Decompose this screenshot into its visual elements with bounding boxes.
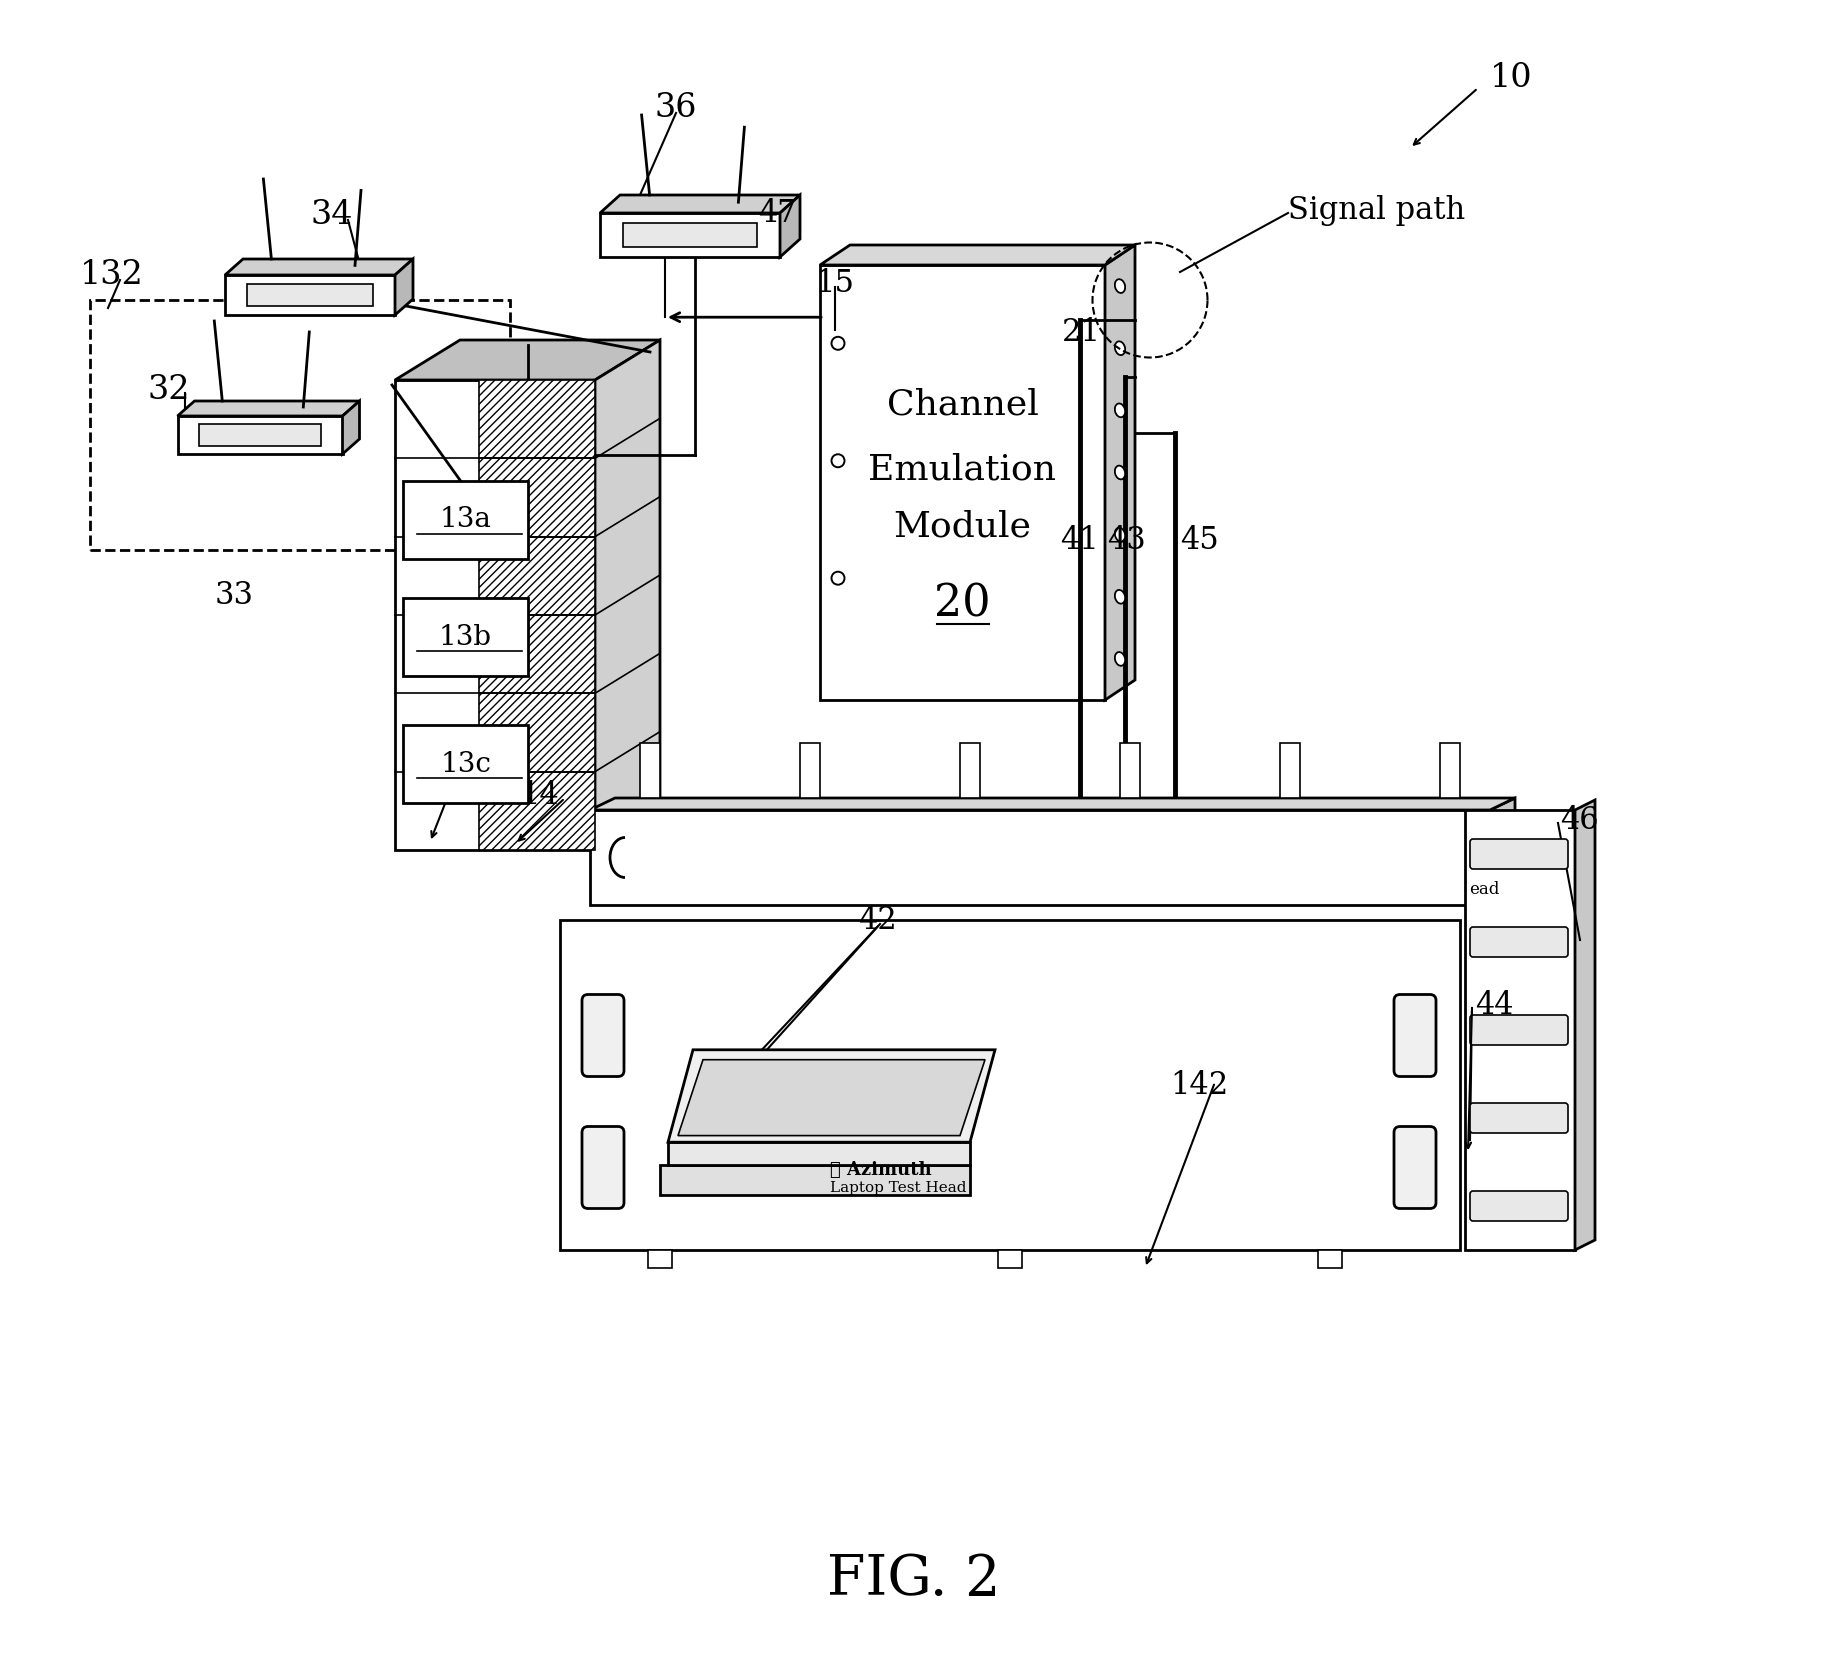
Text: 13c: 13c — [440, 750, 491, 777]
Bar — [479, 380, 596, 458]
Polygon shape — [599, 213, 780, 257]
Text: 20: 20 — [934, 583, 990, 625]
Polygon shape — [1105, 245, 1135, 700]
Text: 42: 42 — [859, 905, 897, 935]
Bar — [404, 725, 528, 803]
Polygon shape — [1491, 798, 1515, 905]
Text: Signal path: Signal path — [1288, 195, 1465, 225]
Bar — [1440, 743, 1460, 798]
Polygon shape — [225, 258, 413, 275]
Polygon shape — [342, 402, 360, 453]
Bar — [649, 1250, 672, 1269]
Text: FIG. 2: FIG. 2 — [828, 1552, 999, 1607]
Polygon shape — [1575, 800, 1595, 1250]
FancyBboxPatch shape — [1394, 995, 1436, 1077]
Bar — [590, 810, 1491, 905]
Text: 41: 41 — [1060, 525, 1098, 555]
Text: 132: 132 — [80, 258, 144, 292]
Bar — [404, 598, 528, 677]
Text: 21: 21 — [1061, 317, 1102, 347]
Text: Laptop Test Head: Laptop Test Head — [831, 1180, 966, 1195]
FancyBboxPatch shape — [1471, 1190, 1568, 1220]
Ellipse shape — [831, 337, 844, 350]
Bar — [639, 743, 660, 798]
Bar — [998, 1250, 1021, 1269]
Polygon shape — [599, 195, 800, 213]
Ellipse shape — [1114, 403, 1125, 417]
Bar — [479, 537, 596, 615]
Bar — [479, 693, 596, 772]
Polygon shape — [177, 417, 342, 453]
Polygon shape — [395, 340, 660, 380]
Ellipse shape — [1114, 590, 1125, 603]
FancyBboxPatch shape — [1471, 839, 1568, 869]
Polygon shape — [590, 798, 1515, 810]
Bar — [90, 300, 510, 550]
Bar — [1281, 743, 1301, 798]
Text: 44: 44 — [1474, 990, 1513, 1020]
Text: 34: 34 — [311, 198, 353, 232]
Ellipse shape — [1114, 528, 1125, 542]
Text: 43: 43 — [1107, 525, 1146, 555]
Text: 10: 10 — [1491, 62, 1533, 93]
Bar — [959, 743, 979, 798]
Bar — [1465, 810, 1575, 1250]
Text: 46: 46 — [1560, 805, 1599, 835]
Ellipse shape — [831, 572, 844, 585]
Text: 15: 15 — [815, 267, 853, 298]
Text: 33: 33 — [216, 580, 254, 610]
Bar — [479, 458, 596, 537]
Text: 47: 47 — [758, 197, 797, 228]
Bar — [1120, 743, 1140, 798]
Bar — [820, 265, 1105, 700]
Text: 14: 14 — [521, 780, 559, 810]
Text: 45: 45 — [1180, 525, 1219, 555]
Text: Module: Module — [893, 508, 1032, 543]
Polygon shape — [395, 258, 413, 315]
Text: ⓐ Azimuth: ⓐ Azimuth — [831, 1160, 932, 1179]
Bar — [1317, 1250, 1343, 1269]
Bar — [561, 920, 1460, 1250]
Ellipse shape — [1114, 278, 1125, 293]
Text: 36: 36 — [654, 92, 698, 123]
Bar — [660, 1165, 970, 1195]
Polygon shape — [199, 425, 322, 445]
Bar — [479, 772, 596, 850]
Bar — [800, 743, 820, 798]
Ellipse shape — [1114, 342, 1125, 355]
Polygon shape — [669, 1050, 996, 1142]
FancyBboxPatch shape — [583, 995, 625, 1077]
Text: ead: ead — [1469, 880, 1500, 899]
Text: 12: 12 — [455, 780, 493, 810]
FancyBboxPatch shape — [1471, 1015, 1568, 1045]
FancyBboxPatch shape — [1471, 1104, 1568, 1134]
Text: 11: 11 — [435, 727, 473, 757]
Text: 13a: 13a — [440, 507, 491, 533]
Text: Channel: Channel — [886, 387, 1038, 422]
Ellipse shape — [1114, 465, 1125, 480]
Ellipse shape — [1114, 652, 1125, 665]
Text: 32: 32 — [148, 373, 190, 407]
FancyBboxPatch shape — [1471, 927, 1568, 957]
Bar — [669, 1142, 970, 1165]
Polygon shape — [225, 275, 395, 315]
Polygon shape — [820, 245, 1135, 265]
Bar — [479, 615, 596, 693]
FancyBboxPatch shape — [1394, 1127, 1436, 1209]
Ellipse shape — [831, 453, 844, 467]
Polygon shape — [678, 1060, 985, 1135]
Polygon shape — [596, 340, 660, 850]
Text: 13b: 13b — [438, 623, 491, 650]
Bar — [404, 480, 528, 558]
Polygon shape — [177, 402, 360, 417]
Text: Emulation: Emulation — [868, 452, 1056, 487]
Text: 142: 142 — [1169, 1070, 1228, 1100]
Polygon shape — [780, 195, 800, 257]
Bar — [395, 380, 596, 850]
FancyBboxPatch shape — [583, 1127, 625, 1209]
Polygon shape — [247, 283, 373, 307]
Polygon shape — [623, 223, 756, 247]
